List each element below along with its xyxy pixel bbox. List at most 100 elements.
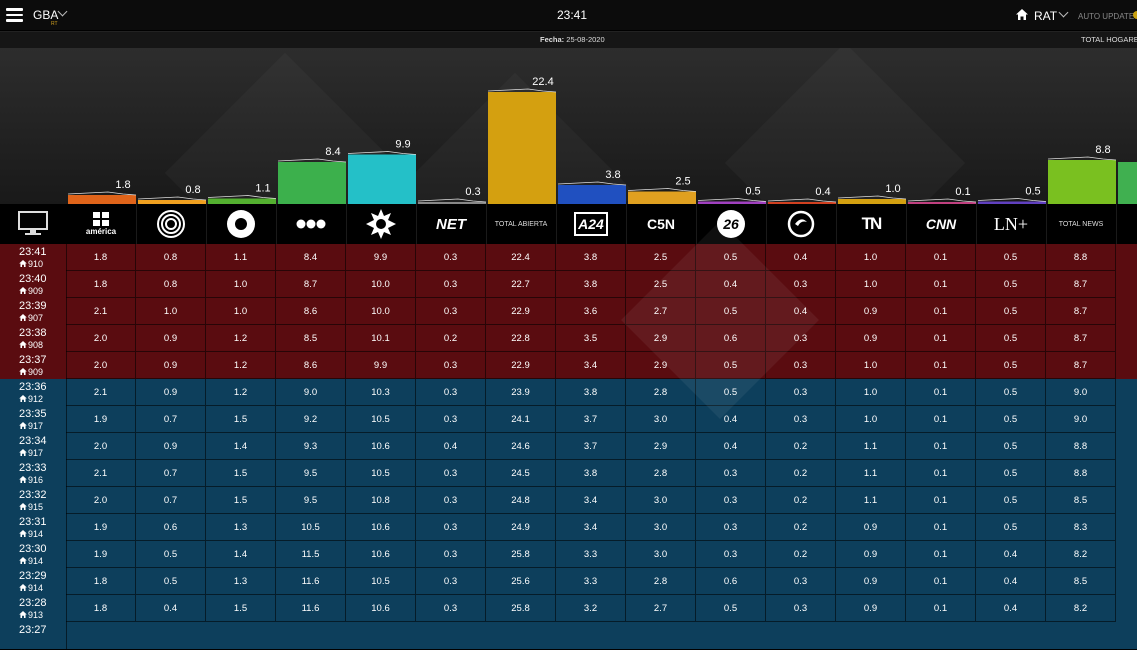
rating-cell: 3.8 [556,460,626,487]
rating-cell: 10.5 [346,406,416,433]
rating-cell: 0.1 [906,271,976,298]
hogares-value: 909 [28,367,44,377]
table-row[interactable]: 23:28 913 1.8 0.4 1.5 11.6 10.6 0.3 25.8 3.2 2.7 0.… [0,595,1137,623]
bar-nueve [208,198,276,204]
rating-cell: 0.3 [416,352,486,379]
rating-cell: 0.9 [836,325,906,352]
trend-line-telefe [277,158,347,163]
channel-logo-tn[interactable]: TN [836,204,907,244]
hogares-count: 907 [19,313,43,323]
hogares-value: 912 [28,394,44,404]
channel-logo-america[interactable]: américa [66,204,137,244]
table-row[interactable]: 23:38 908 2.0 0.9 1.2 8.5 10.1 0.2 22.8 3.5 2.9 0.6… [0,325,1137,353]
rating-cell: 0.3 [766,271,836,298]
rating-cell: 1.9 [66,541,136,568]
rating-cell: 1.4 [206,541,276,568]
home-icon [19,583,27,591]
channel-logo-nueve[interactable] [206,204,277,244]
rating-cell: 0.5 [976,487,1046,514]
metric-chevron-down-icon[interactable] [1058,7,1069,18]
rating-cell: 1.8 [66,244,136,271]
rating-cell: 1.3 [206,514,276,541]
table-row[interactable]: 23:35 917 1.9 0.7 1.5 9.2 10.5 0.3 24.1 3.7 3.0 0.4… [0,406,1137,434]
table-row[interactable]: 23:33 916 2.1 0.7 1.5 9.5 10.5 0.3 24.5 3.8 2.8 0.3… [0,460,1137,488]
channel-logo-a24[interactable]: A24 [556,204,627,244]
auto-update-label: AUTO UPDATE [1078,12,1135,21]
rating-cell: 0.4 [696,406,766,433]
rating-cell: 0.5 [696,244,766,271]
rating-cell: 0.9 [836,514,906,541]
tv-publica-logo-icon [157,210,185,238]
table-row[interactable]: 23:31 914 1.9 0.6 1.3 10.5 10.6 0.3 24.9 3.4 3.0 0.… [0,514,1137,542]
table-row[interactable]: 23:32 915 2.0 0.7 1.5 9.5 10.8 0.3 24.8 3.4 3.0 0.3… [0,487,1137,515]
table-row[interactable]: 23:34 917 2.0 0.9 1.4 9.3 10.6 0.4 24.6 3.7 2.9 0.4… [0,433,1137,461]
rating-cell: 0.7 [136,487,206,514]
table-row[interactable]: 23:27 [0,622,1137,650]
menu-icon[interactable] [6,8,23,22]
rating-cell: 0.3 [416,406,486,433]
table-row[interactable]: 23:37 909 2.0 0.9 1.2 8.6 9.9 0.3 22.9 3.4 2.9 0.5 0… [0,352,1137,380]
hogares-value: 914 [28,583,44,593]
rating-cell: 0.4 [766,298,836,325]
time-cell: 23:33 916 [0,460,67,488]
time-label: 23:40 [19,273,47,285]
rating-cell: 0.9 [136,352,206,379]
hogares-value: 915 [28,502,44,512]
trece-logo-icon [366,209,396,239]
rating-cell: 10.1 [346,325,416,352]
time-label: 23:36 [19,381,47,393]
rating-cell: 0.1 [906,325,976,352]
channel-logo-total-abierta[interactable]: TOTAL ABIERTA [486,204,557,244]
region-selector[interactable]: GBA [33,8,58,22]
metric-label: RAT [1034,9,1058,23]
rating-cell: 0.9 [836,541,906,568]
table-row[interactable]: 23:40 909 1.8 0.8 1.0 8.7 10.0 0.3 22.7 3.8 2.5 0.4… [0,271,1137,299]
table-row[interactable]: 23:36 912 2.1 0.9 1.2 9.0 10.3 0.3 23.9 3.8 2.8 0.5… [0,379,1137,407]
rating-cell: 10.6 [346,541,416,568]
rating-cell: 1.8 [66,271,136,298]
channel-logo-ln[interactable]: LN+ [976,204,1047,244]
channel-logo-cronica[interactable] [766,204,837,244]
time-cell: 23:29 914 [0,568,67,596]
rating-cell: 9.0 [1046,406,1116,433]
table-row[interactable]: 23:41 910 1.8 0.8 1.1 8.4 9.9 0.3 22.4 3.8 2.5 0.5 0… [0,244,1137,272]
bar-total-abierta [488,92,556,204]
rating-cell: 0.2 [766,433,836,460]
hogares-value: 914 [28,529,44,539]
bar-a24 [558,185,626,204]
channel-logo-total-news[interactable]: TOTAL NEWS [1046,204,1117,244]
home-icon [19,610,27,618]
rating-cell: 0.4 [136,595,206,622]
table-row[interactable]: 23:39 907 2.1 1.0 1.0 8.6 10.0 0.3 22.9 3.6 2.7 0.5… [0,298,1137,326]
bar-total-news [1048,160,1116,204]
rating-cell: 1.0 [136,298,206,325]
rating-cell: 0.3 [766,325,836,352]
region-chevron-down-icon[interactable] [57,6,68,17]
rating-cell: 8.7 [276,271,346,298]
bar-label-c5n: 2.5 [675,176,690,188]
table-row[interactable]: 23:30 914 1.9 0.5 1.4 11.5 10.6 0.3 25.8 3.3 3.0 0.… [0,541,1137,569]
channel-logo-tv-publica[interactable] [136,204,207,244]
rating-cell: 3.7 [556,433,626,460]
channel-logo-telefe[interactable] [276,204,347,244]
table-row[interactable]: 23:29 914 1.8 0.5 1.3 11.6 10.5 0.3 25.6 3.3 2.8 0.… [0,568,1137,596]
channel-logo-total-hogares[interactable]: T [1116,204,1137,244]
rating-cell: 10.8 [346,487,416,514]
channel-logo-c5n[interactable]: C5N [626,204,697,244]
channel-logo-text-canal26: 26 [717,210,745,238]
ratings-chart: 1.8 0.8 1.1 8.4 9.9 0.3 22.4 3.8 2.5 0.5 0.4 1.0 0.1… [0,48,1137,204]
rating-cell: 0.5 [976,433,1046,460]
rating-cell: 0.4 [766,244,836,271]
rating-cell: 0.5 [696,379,766,406]
channel-logo-canal26[interactable]: 26 [696,204,767,244]
hogares-count: 908 [19,340,43,350]
auto-update-toggle[interactable] [1133,11,1137,19]
channel-logo-trece[interactable] [346,204,417,244]
metric-selector[interactable]: RAT [1034,9,1057,23]
channel-logo-text-total-news: TOTAL NEWS [1058,220,1104,228]
channel-logo-net[interactable]: NET [416,204,487,244]
rating-cell: 0.3 [416,460,486,487]
channel-logo-cnn[interactable]: CNN [906,204,977,244]
hogares-value: 907 [28,313,44,323]
hogares-count: 914 [19,529,43,539]
